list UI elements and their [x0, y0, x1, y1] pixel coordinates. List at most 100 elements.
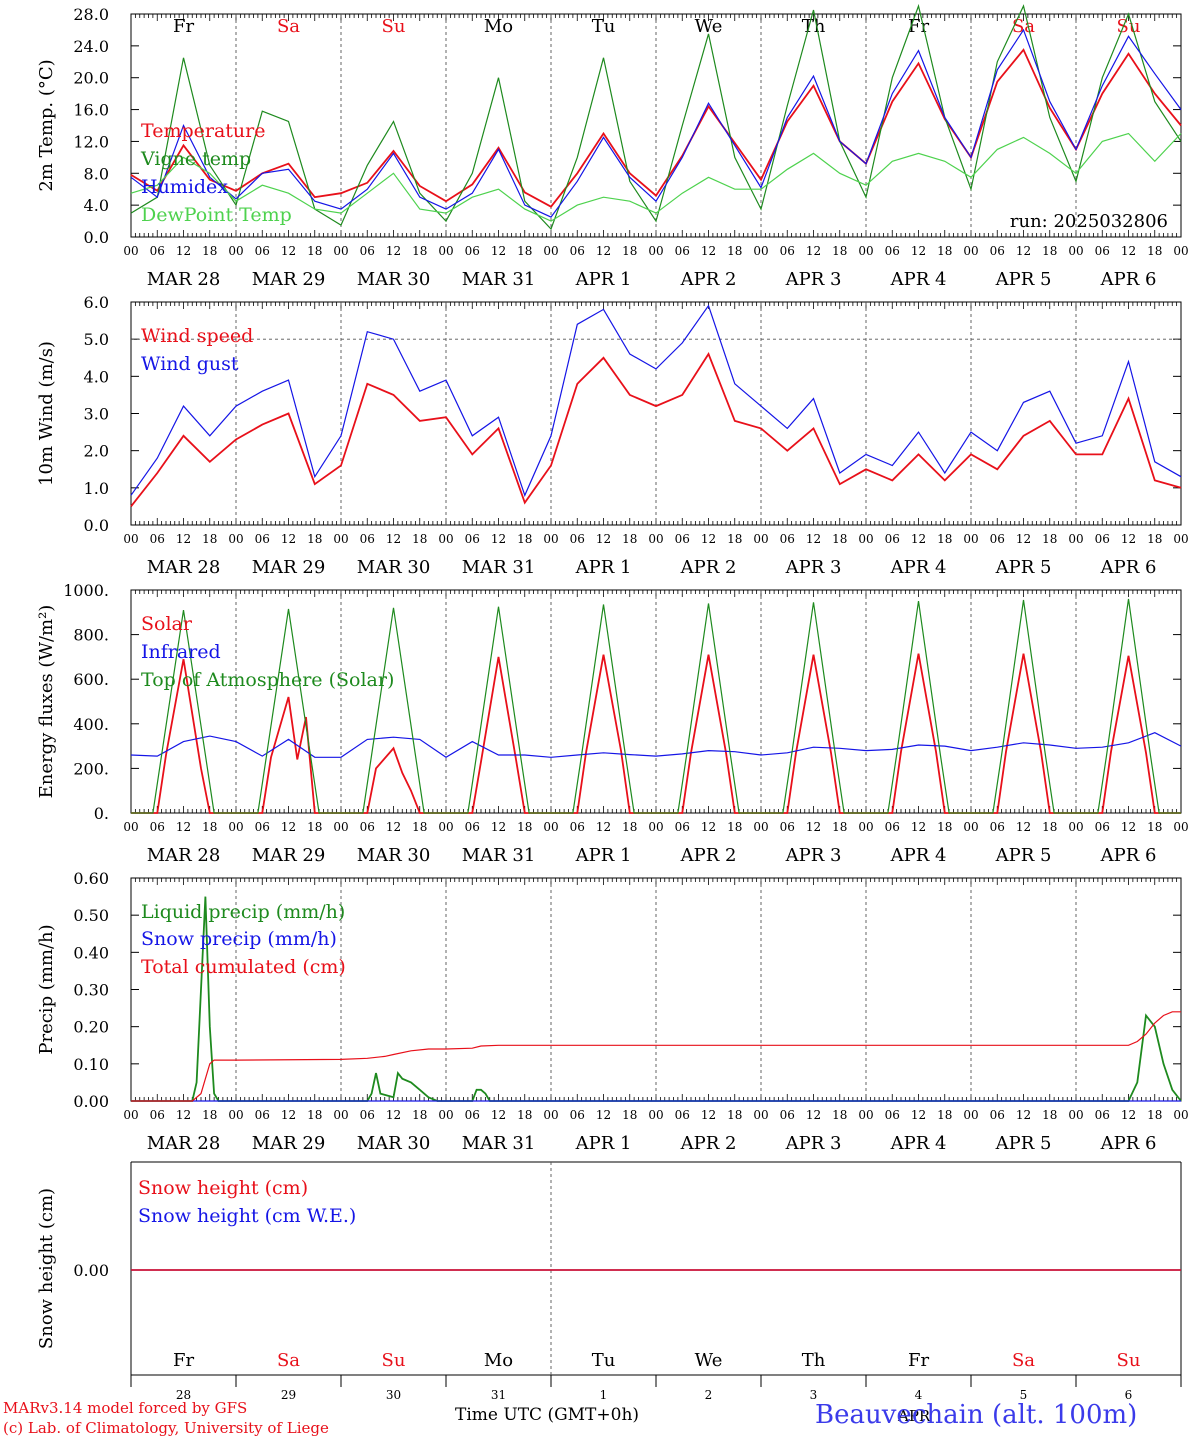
- date-label: APR 5: [995, 1133, 1052, 1154]
- hour-tick-label: 18: [1042, 1108, 1057, 1122]
- date-label: APR 6: [1100, 845, 1157, 866]
- hour-tick-label: 18: [832, 1108, 847, 1122]
- day-number: 3: [810, 1388, 818, 1402]
- y-tick-label: 12.0: [73, 132, 109, 151]
- hour-tick-label: 06: [360, 1108, 375, 1122]
- date-label: APR 2: [680, 845, 737, 866]
- y-tick-label: 8.0: [84, 164, 109, 183]
- hour-tick-label: 00: [963, 532, 978, 546]
- y-tick-label: 400.: [73, 715, 109, 734]
- hour-tick-label: 06: [675, 532, 690, 546]
- hour-tick-label: 00: [648, 532, 663, 546]
- day-number: 4: [915, 1388, 923, 1402]
- hour-tick-label: 00: [1173, 244, 1188, 258]
- hour-tick-label: 00: [1068, 1108, 1083, 1122]
- hour-tick-label: 12: [1016, 244, 1031, 258]
- hour-tick-label: 00: [1068, 532, 1083, 546]
- date-label: MAR 28: [147, 845, 221, 866]
- day-number: 31: [491, 1388, 506, 1402]
- day-number: 1: [600, 1388, 608, 1402]
- legend-entry: Humidex: [141, 176, 228, 198]
- hour-tick-label: 06: [885, 244, 900, 258]
- hour-tick-label: 00: [858, 244, 873, 258]
- hour-tick-label: 12: [806, 1108, 821, 1122]
- hour-tick-label: 00: [1173, 820, 1188, 834]
- hour-tick-label: 18: [832, 244, 847, 258]
- hour-tick-label: 00: [753, 532, 768, 546]
- series-dewpoint-temp: [130, 132, 1182, 222]
- hour-tick-label: 18: [727, 1108, 742, 1122]
- hour-tick-label: 00: [123, 532, 138, 546]
- y-tick-label: 1000.: [63, 581, 109, 600]
- hour-tick-label: 18: [307, 1108, 322, 1122]
- hour-tick-label: 06: [570, 532, 585, 546]
- hour-tick-label: 12: [701, 820, 716, 834]
- hour-tick-label: 00: [543, 1108, 558, 1122]
- series-solar: [131, 653, 1181, 814]
- hour-tick-label: 12: [281, 820, 296, 834]
- y-tick-label: 200.: [73, 759, 109, 778]
- hour-tick-label: 12: [1121, 820, 1136, 834]
- panel-1: 0.0 4.0 8.0 12.0 16.0 20.0 24.0 28.0 00 06 12 18 00 0…: [36, 3, 1189, 290]
- date-label: MAR 31: [462, 1133, 536, 1154]
- series-top-of-atmosphere-solar: [131, 598, 1181, 814]
- y-tick-label: 0.30: [73, 981, 109, 1000]
- hour-tick-label: 18: [517, 532, 532, 546]
- hour-tick-label: 06: [885, 1108, 900, 1122]
- day-name: Mo: [484, 1350, 513, 1371]
- y-tick-label: 0.60: [73, 869, 109, 888]
- date-label: APR 2: [680, 269, 737, 290]
- day-name: Fr: [173, 16, 194, 37]
- y-tick-label: 28.0: [73, 5, 109, 24]
- hour-tick-label: 06: [780, 532, 795, 546]
- hour-tick-label: 18: [832, 820, 847, 834]
- y-tick-label: 4.0: [84, 367, 109, 386]
- date-label: APR 4: [890, 1133, 947, 1154]
- day-name: Sa: [1012, 16, 1035, 37]
- hour-tick-label: 18: [307, 532, 322, 546]
- hour-tick-label: 06: [465, 820, 480, 834]
- hour-tick-label: 00: [858, 1108, 873, 1122]
- hour-tick-label: 18: [727, 820, 742, 834]
- date-label: MAR 30: [357, 557, 431, 578]
- hour-tick-label: 00: [123, 820, 138, 834]
- legend-entry: Temperature: [141, 120, 265, 142]
- date-label: APR 3: [785, 557, 842, 578]
- hour-tick-label: 06: [570, 1108, 585, 1122]
- hour-tick-label: 00: [228, 1108, 243, 1122]
- legend-entry: Vigne temp: [140, 148, 251, 170]
- hour-tick-label: 18: [202, 820, 217, 834]
- hour-tick-label: 12: [911, 244, 926, 258]
- hour-tick-label: 00: [753, 1108, 768, 1122]
- hour-tick-label: 06: [150, 244, 165, 258]
- hour-tick-label: 18: [937, 820, 952, 834]
- hour-tick-label: 00: [543, 532, 558, 546]
- date-label: APR 6: [1100, 557, 1157, 578]
- hour-tick-label: 12: [596, 244, 611, 258]
- y-tick-label: 3.0: [84, 405, 109, 424]
- series-humidex: [130, 28, 1182, 218]
- date-label: MAR 29: [252, 845, 326, 866]
- y-tick-label: 0.00: [73, 1092, 109, 1111]
- run-annotation: run: 2025032806: [1010, 211, 1168, 232]
- series-temperature: [130, 48, 1182, 208]
- date-label: APR 1: [575, 1133, 632, 1154]
- hour-tick-label: 18: [937, 532, 952, 546]
- hour-tick-label: 12: [701, 1108, 716, 1122]
- hour-tick-label: 00: [543, 244, 558, 258]
- hour-tick-label: 00: [228, 820, 243, 834]
- y-tick-label: 0.10: [73, 1055, 109, 1074]
- hour-tick-label: 12: [176, 532, 191, 546]
- hour-tick-label: 12: [911, 1108, 926, 1122]
- date-label: APR 5: [995, 269, 1052, 290]
- hour-tick-label: 18: [202, 1108, 217, 1122]
- date-label: APR 6: [1100, 1133, 1157, 1154]
- hour-tick-label: 12: [176, 244, 191, 258]
- hour-tick-label: 18: [412, 532, 427, 546]
- hour-tick-label: 06: [150, 1108, 165, 1122]
- panel-4: 0.00 0.10 0.20 0.30 0.40 0.50 0.60 00 06 12 18 00 06…: [36, 869, 1189, 1154]
- hour-tick-label: 12: [596, 820, 611, 834]
- hour-tick-label: 12: [911, 532, 926, 546]
- series-wind-speed: [130, 352, 1182, 507]
- date-label: MAR 30: [357, 269, 431, 290]
